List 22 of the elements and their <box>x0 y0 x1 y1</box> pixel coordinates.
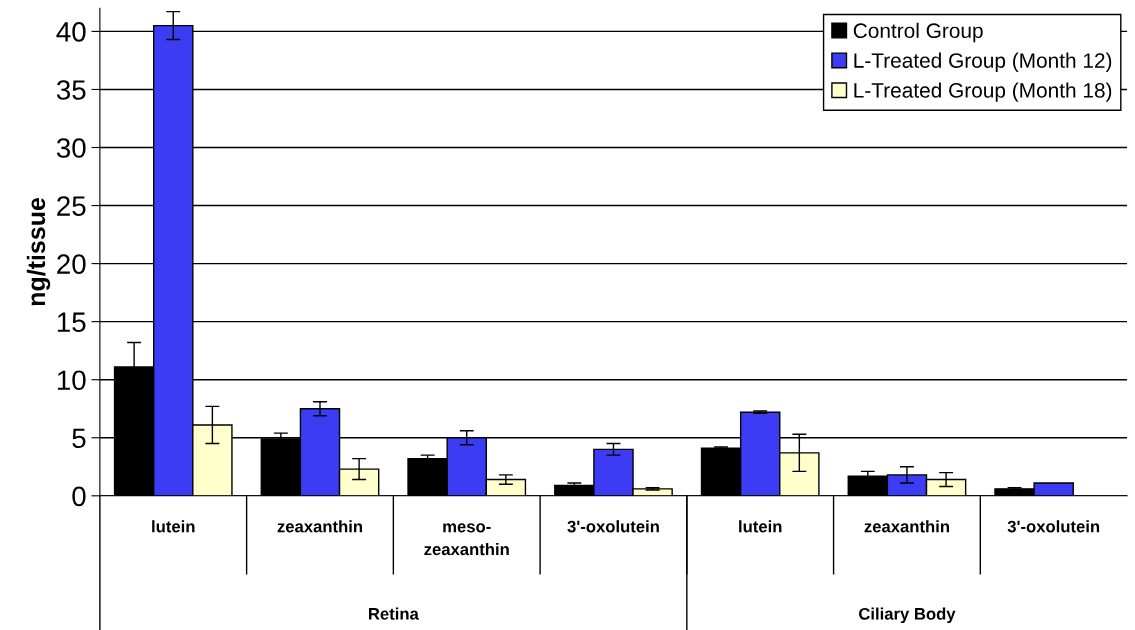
y-tick-label: 20 <box>57 254 86 274</box>
y-tick-label: 30 <box>56 138 86 158</box>
y-tick-label: 40 <box>56 22 86 42</box>
y-tick-label: 15 <box>57 312 86 332</box>
x-tick-label: 3'-oxolutein <box>1007 520 1100 533</box>
legend-label: L-Treated Group (Month 18) <box>854 82 1112 102</box>
x-tick-label: lutein <box>152 520 195 533</box>
text: Retina <box>369 607 419 620</box>
y-axis-title: ng/tissue <box>26 197 51 306</box>
text: Ciliary Body <box>859 607 956 624</box>
legend-label: L-Treated Group (Month 12) <box>854 52 1112 73</box>
x-tick-label: lutein <box>739 520 782 533</box>
y-tick-label: 35 <box>56 80 86 100</box>
x-tick-label: meso- zeaxanthin <box>424 523 509 556</box>
legend-label: Control Group <box>853 22 983 43</box>
x-tick-label: 3'-oxolutein <box>567 520 659 533</box>
y-tick-label: 25 <box>57 196 86 216</box>
y-tick-label: 5 <box>72 428 86 449</box>
y-tick-label: 0 <box>72 486 86 507</box>
x-tick-label: zeaxanthin <box>277 520 363 533</box>
x-tick-label: zeaxanthin <box>864 520 949 533</box>
y-tick-label: 10 <box>57 370 86 391</box>
